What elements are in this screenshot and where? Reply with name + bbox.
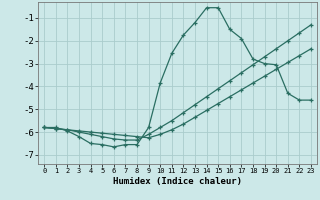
X-axis label: Humidex (Indice chaleur): Humidex (Indice chaleur)	[113, 177, 242, 186]
